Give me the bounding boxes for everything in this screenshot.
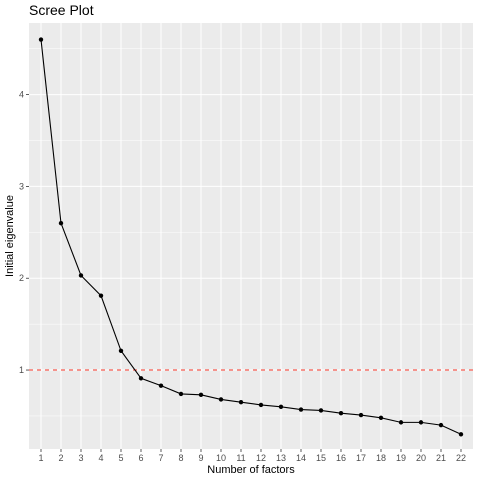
x-tick-label: 18 bbox=[376, 453, 386, 463]
data-point-factor-8 bbox=[178, 391, 184, 397]
y-tick-label: 1 bbox=[19, 365, 24, 375]
data-point-factor-13 bbox=[278, 404, 284, 409]
eigenvalue-series-line bbox=[40, 39, 462, 435]
data-point-factor-2 bbox=[58, 220, 64, 226]
x-tick-label: 12 bbox=[256, 453, 266, 463]
data-point-factor-22 bbox=[458, 432, 464, 437]
x-tick-label: 2 bbox=[58, 453, 63, 463]
x-tick-label: 8 bbox=[178, 453, 183, 463]
x-tick-label: 19 bbox=[396, 453, 406, 463]
x-tick-label: 17 bbox=[356, 453, 366, 463]
x-tick-label: 1 bbox=[38, 453, 43, 463]
data-point-factor-1 bbox=[38, 37, 44, 42]
y-tick-label: 2 bbox=[19, 273, 24, 283]
data-point-factor-6 bbox=[138, 376, 144, 381]
x-tick-label: 3 bbox=[78, 453, 83, 463]
x-tick-label: 15 bbox=[316, 453, 326, 463]
data-point-factor-20 bbox=[418, 420, 424, 425]
x-tick-label: 22 bbox=[456, 453, 466, 463]
data-point-factor-12 bbox=[258, 402, 264, 408]
x-tick-label: 7 bbox=[158, 453, 163, 463]
major-gridlines bbox=[29, 23, 473, 449]
minor-gridlines bbox=[29, 48, 473, 417]
x-tick-label: 20 bbox=[416, 453, 426, 463]
data-point-factor-21 bbox=[438, 422, 444, 428]
x-tick-label: 13 bbox=[276, 453, 286, 463]
data-point-factor-17 bbox=[358, 412, 364, 418]
x-tick-label: 11 bbox=[236, 453, 245, 463]
y-tick-label: 3 bbox=[19, 181, 24, 191]
data-point-factor-5 bbox=[118, 348, 124, 353]
data-point-factor-18 bbox=[378, 415, 384, 420]
data-point-factor-19 bbox=[398, 420, 404, 425]
data-point-factor-9 bbox=[198, 392, 204, 398]
data-point-factor-4 bbox=[98, 293, 104, 298]
data-point-factor-14 bbox=[298, 407, 304, 412]
data-point-factor-16 bbox=[338, 410, 344, 416]
x-tick-label: 5 bbox=[118, 453, 123, 463]
eigenvalue-points bbox=[38, 37, 464, 437]
x-axis-ticks: 1 2 3 4 5 6 7 8 9 10 11 12 13 14 15 16 17 18 19 20 21 22 bbox=[38, 449, 466, 463]
x-tick-label: 9 bbox=[198, 453, 203, 463]
data-point-factor-3 bbox=[78, 273, 84, 278]
data-point-factor-7 bbox=[158, 383, 164, 388]
data-point-factor-10 bbox=[218, 397, 224, 402]
y-axis-title: Initial eigenvalue bbox=[4, 195, 16, 277]
plot-panel bbox=[29, 23, 473, 449]
x-tick-label: 10 bbox=[216, 453, 226, 463]
y-tick-label: 4 bbox=[19, 90, 24, 100]
data-point-factor-11 bbox=[238, 399, 244, 405]
x-tick-label: 4 bbox=[98, 453, 103, 463]
data-point-factor-15 bbox=[318, 408, 324, 413]
x-tick-label: 6 bbox=[138, 453, 143, 463]
chart-title: Scree Plot bbox=[29, 2, 94, 18]
x-tick-label: 21 bbox=[436, 453, 446, 463]
x-tick-label: 16 bbox=[336, 453, 346, 463]
x-tick-label: 14 bbox=[296, 453, 306, 463]
x-axis-title: Number of factors bbox=[207, 464, 295, 476]
y-axis-ticks: 1 2 3 4 bbox=[19, 90, 29, 375]
